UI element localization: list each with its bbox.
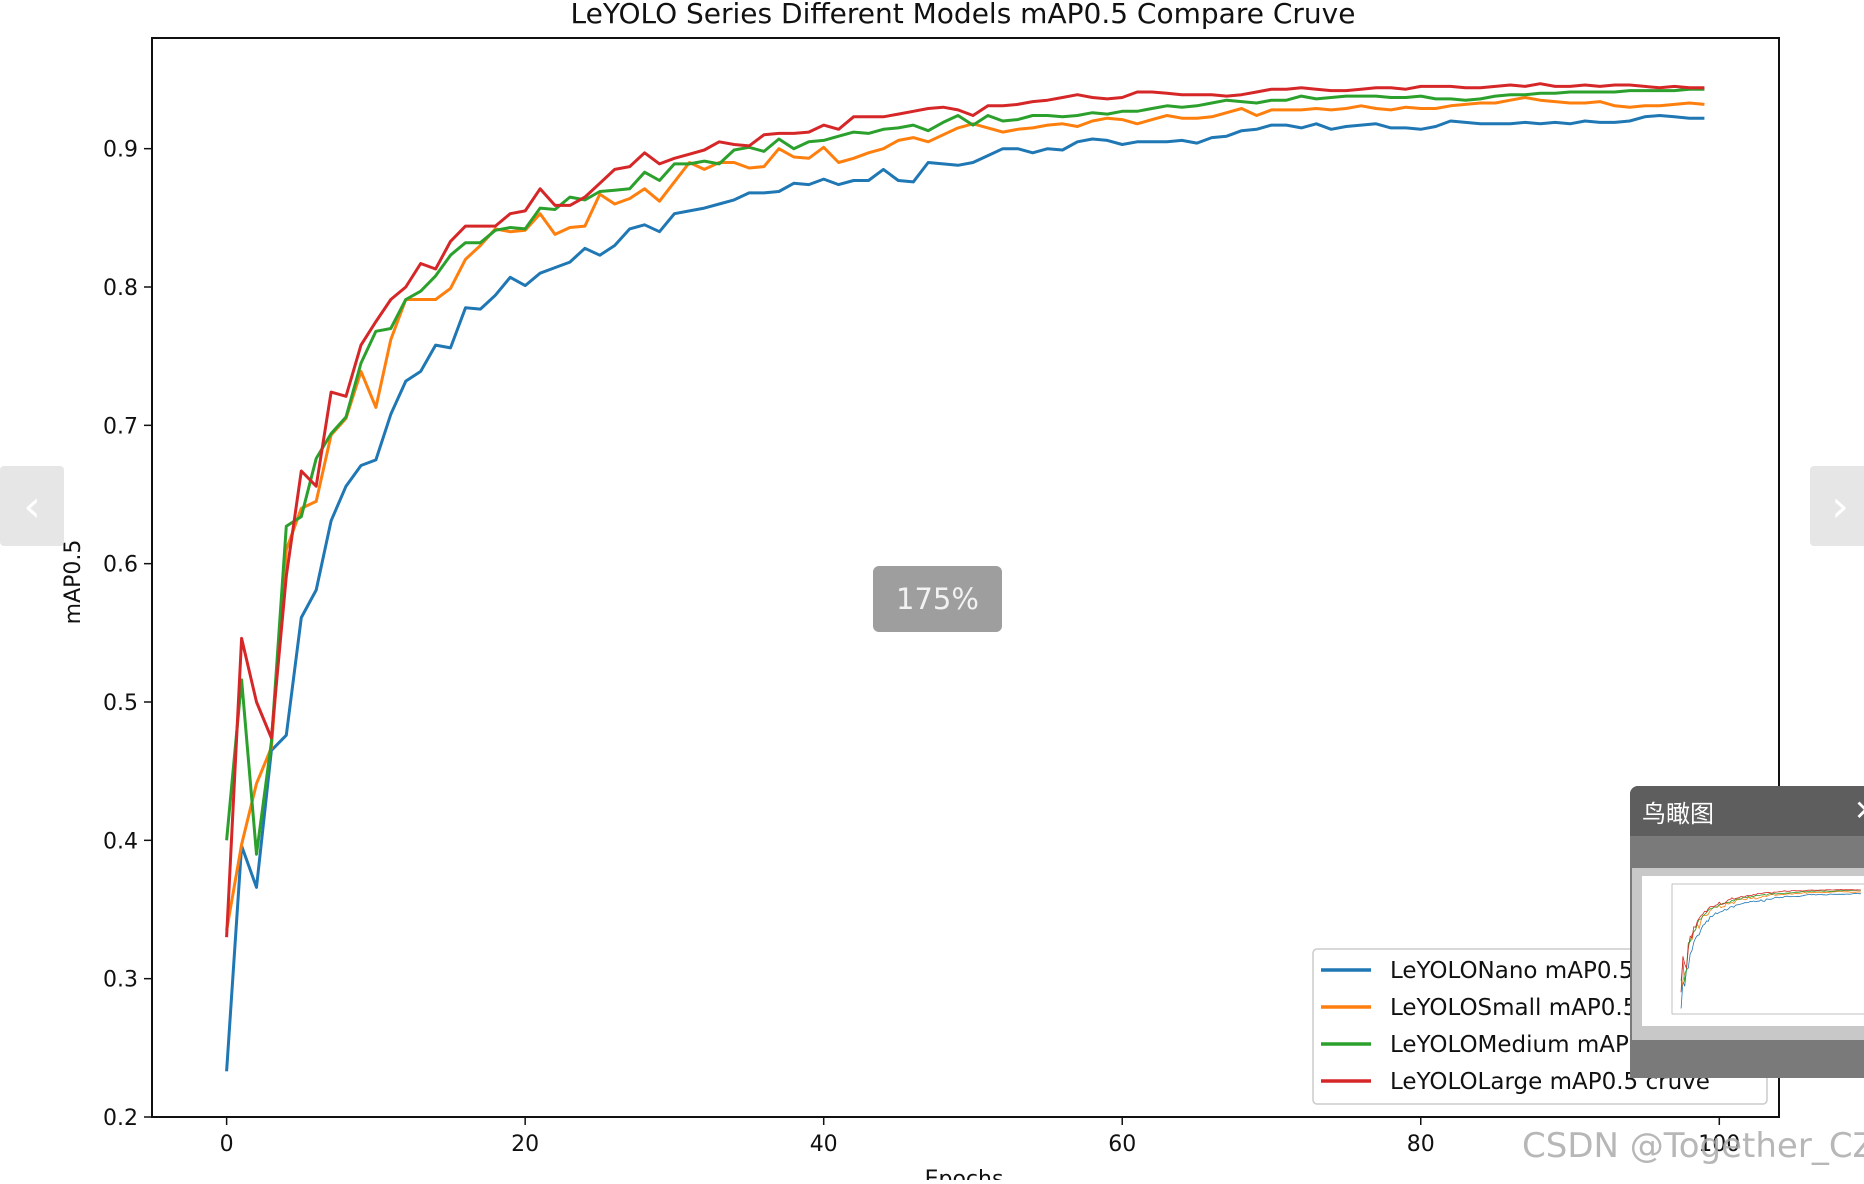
overview-series-line-2 [1680,890,1861,992]
y-tick-label: 0.8 [103,276,138,301]
x-tick-label: 0 [220,1132,234,1157]
y-tick-label: 0.5 [103,691,138,716]
x-tick-label: 20 [511,1132,539,1157]
chevron-left-icon: ‹ [23,480,41,532]
series-line-4 [225,82,1705,938]
chevron-right-icon: › [1831,480,1849,532]
overview-viewport[interactable] [1632,868,1864,1040]
y-axis-label: mAP0.5 [61,540,86,625]
overview-thumbnail[interactable] [1642,876,1864,1026]
x-tick-label: 60 [1108,1132,1136,1157]
overview-series-line-4 [1680,889,1861,993]
series-line-3 [225,87,1705,856]
y-tick-label: 0.7 [103,414,138,439]
y-tick-label: 0.2 [103,1106,138,1131]
zoom-level-badge: 175% [873,566,1002,632]
overview-plot-area [1671,883,1864,1015]
overview-panel[interactable]: 鸟瞰图 ✕ [1630,786,1864,1078]
watermark: CSDN @Together_CZ [1522,1126,1864,1166]
overview-series-line-3 [1680,889,1861,983]
series-line-2 [225,96,1705,931]
series-line-1 [225,114,1705,1072]
y-tick-label: 0.6 [103,553,138,578]
x-tick-label: 100 [1698,1132,1740,1157]
x-axis-label: Epochs [925,1167,1004,1180]
overview-title: 鸟瞰图 [1642,799,1714,828]
zoom-level-text: 175% [896,582,979,616]
x-tick-label: 80 [1407,1132,1435,1157]
chart-title: LeYOLO Series Different Models mAP0.5 Co… [571,0,1356,30]
x-tick-label: 40 [810,1132,838,1157]
overview-series-line-1 [1680,892,1861,1009]
close-icon[interactable]: ✕ [1854,794,1864,827]
overview-header: 鸟瞰图 [1630,786,1864,836]
next-image-button[interactable]: › [1810,466,1864,546]
y-tick-label: 0.4 [103,829,138,854]
y-tick-label: 0.9 [103,138,138,163]
plot-area [151,37,1780,1118]
previous-image-button[interactable]: ‹ [0,466,64,546]
y-tick-label: 0.3 [103,968,138,993]
